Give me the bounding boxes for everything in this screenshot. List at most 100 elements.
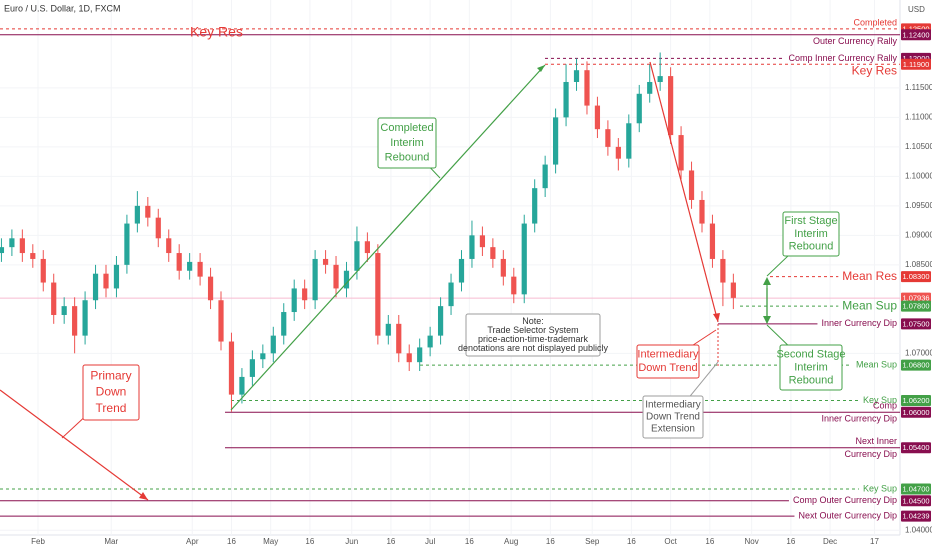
level-label: Mean Sup	[856, 359, 897, 369]
price-tag	[901, 495, 931, 507]
x-tick-label: 17	[870, 537, 879, 546]
candle-body	[249, 359, 255, 377]
callout-text: Down Trend	[638, 362, 697, 374]
x-tick-label: 16	[705, 537, 714, 546]
candles	[0, 52, 736, 412]
candle-body	[385, 323, 391, 336]
candle-body	[92, 273, 99, 301]
callout-text: Rebound	[789, 241, 834, 253]
candle-body	[302, 288, 308, 301]
candle-body	[720, 258, 726, 283]
candle-body	[0, 247, 5, 254]
candle-body	[113, 264, 120, 289]
y-tick-label: 1.11000	[905, 112, 932, 121]
price-tag	[901, 406, 931, 418]
candle-body	[260, 353, 266, 360]
arrow-head	[763, 316, 771, 324]
level-label: Key Sup	[863, 395, 897, 405]
price-tag-label: 1.04239	[902, 512, 929, 521]
callout-text: Extension	[651, 424, 695, 435]
level-label: Key Res	[852, 63, 897, 77]
rebound-line	[230, 64, 546, 411]
candle-body	[521, 223, 527, 295]
candle-body	[51, 282, 57, 315]
arrow-head	[139, 492, 148, 500]
price-tag-label: 1.11900	[903, 60, 930, 69]
candle-body	[354, 241, 360, 271]
callout-text: Second Stage	[776, 348, 845, 360]
candle-body	[312, 258, 318, 301]
candle-body	[322, 258, 329, 265]
callout-text: Note:	[522, 316, 544, 326]
candle-body	[396, 323, 402, 354]
candle-body	[417, 347, 423, 363]
price-tag-label: 1.07500	[902, 319, 929, 328]
candle-body	[406, 353, 412, 363]
price-tag	[901, 395, 931, 407]
candle-body	[615, 146, 621, 159]
price-tag	[901, 318, 931, 330]
candle-body	[657, 76, 663, 82]
callout-text: First Stage	[784, 215, 837, 227]
callout-box	[377, 117, 437, 169]
price-tag-label: 1.05400	[902, 443, 929, 452]
callout-text: Trade Selector System	[487, 325, 578, 335]
price-tag-label: 1.04500	[902, 496, 929, 505]
level-label: Outer Currency Rally	[813, 36, 898, 46]
candle-body	[40, 258, 46, 283]
price-tag-label: 1.07800	[902, 302, 929, 311]
candle-body	[281, 312, 287, 336]
price-tag-label: 1.12000	[902, 54, 929, 63]
level-label: Comp	[873, 401, 897, 411]
callout-text: Down Trend	[646, 412, 700, 423]
price-tag-label: 1.08300	[902, 272, 929, 281]
price-tag	[901, 359, 931, 371]
price-tag-label: 1.07936	[902, 294, 929, 303]
candle-body	[605, 129, 611, 147]
callout-text: Interim	[390, 137, 424, 149]
price-tag	[901, 29, 931, 41]
x-tick-label: Apr	[186, 537, 199, 546]
y-tick-label: 1.09500	[905, 201, 932, 210]
level-label: Mean Sup	[842, 298, 897, 312]
callout-text: Interim	[794, 228, 828, 240]
chart-title: Euro / U.S. Dollar, 1D, FXCM	[4, 3, 121, 13]
level-label: Completed	[853, 17, 897, 27]
y-tick-label: 1.09000	[905, 230, 932, 239]
candle-body	[542, 164, 548, 189]
grid	[0, 0, 900, 535]
level-label: Next Inner	[855, 436, 897, 446]
candle-body	[490, 247, 496, 259]
level-label: Mean Res	[842, 269, 897, 283]
candle-body	[594, 105, 601, 130]
level-label: Currency Dip	[844, 449, 897, 459]
level-label: Inner Currency Dip	[821, 414, 897, 424]
y-tick-label: 1.10000	[905, 171, 932, 180]
candle-body	[61, 306, 67, 315]
candle-body	[239, 376, 245, 395]
candle-body	[155, 217, 161, 239]
price-tag-label: 1.12500	[902, 24, 929, 33]
primary-trend-line	[0, 389, 149, 501]
candle-body	[166, 238, 172, 254]
callouts: CompletedInterimReboundPrimaryDownTrendI…	[61, 117, 846, 439]
candle-body	[19, 238, 25, 254]
callout-box	[465, 313, 601, 357]
candle-body	[584, 70, 590, 106]
price-tag-label: 1.06000	[902, 408, 929, 417]
y-tick-label: 1.04000	[905, 525, 932, 534]
callout-text: denotations are not displayed publicly	[458, 343, 609, 353]
key-res-label: Key Res	[190, 24, 243, 40]
x-tick-label: May	[263, 537, 278, 546]
candle-body	[197, 261, 203, 277]
price-tag-label: 1.04700	[902, 484, 929, 493]
y-tick-label: 1.07000	[905, 348, 932, 357]
candle-body	[187, 261, 193, 271]
candle-body	[668, 76, 674, 136]
x-tick-label: Feb	[31, 537, 45, 546]
callout-text: Trend	[96, 401, 127, 415]
level-label: Comp Outer Currency Dip	[793, 495, 897, 505]
candle-body	[270, 335, 276, 354]
candle-body	[699, 199, 705, 224]
arrow-head	[763, 277, 771, 285]
